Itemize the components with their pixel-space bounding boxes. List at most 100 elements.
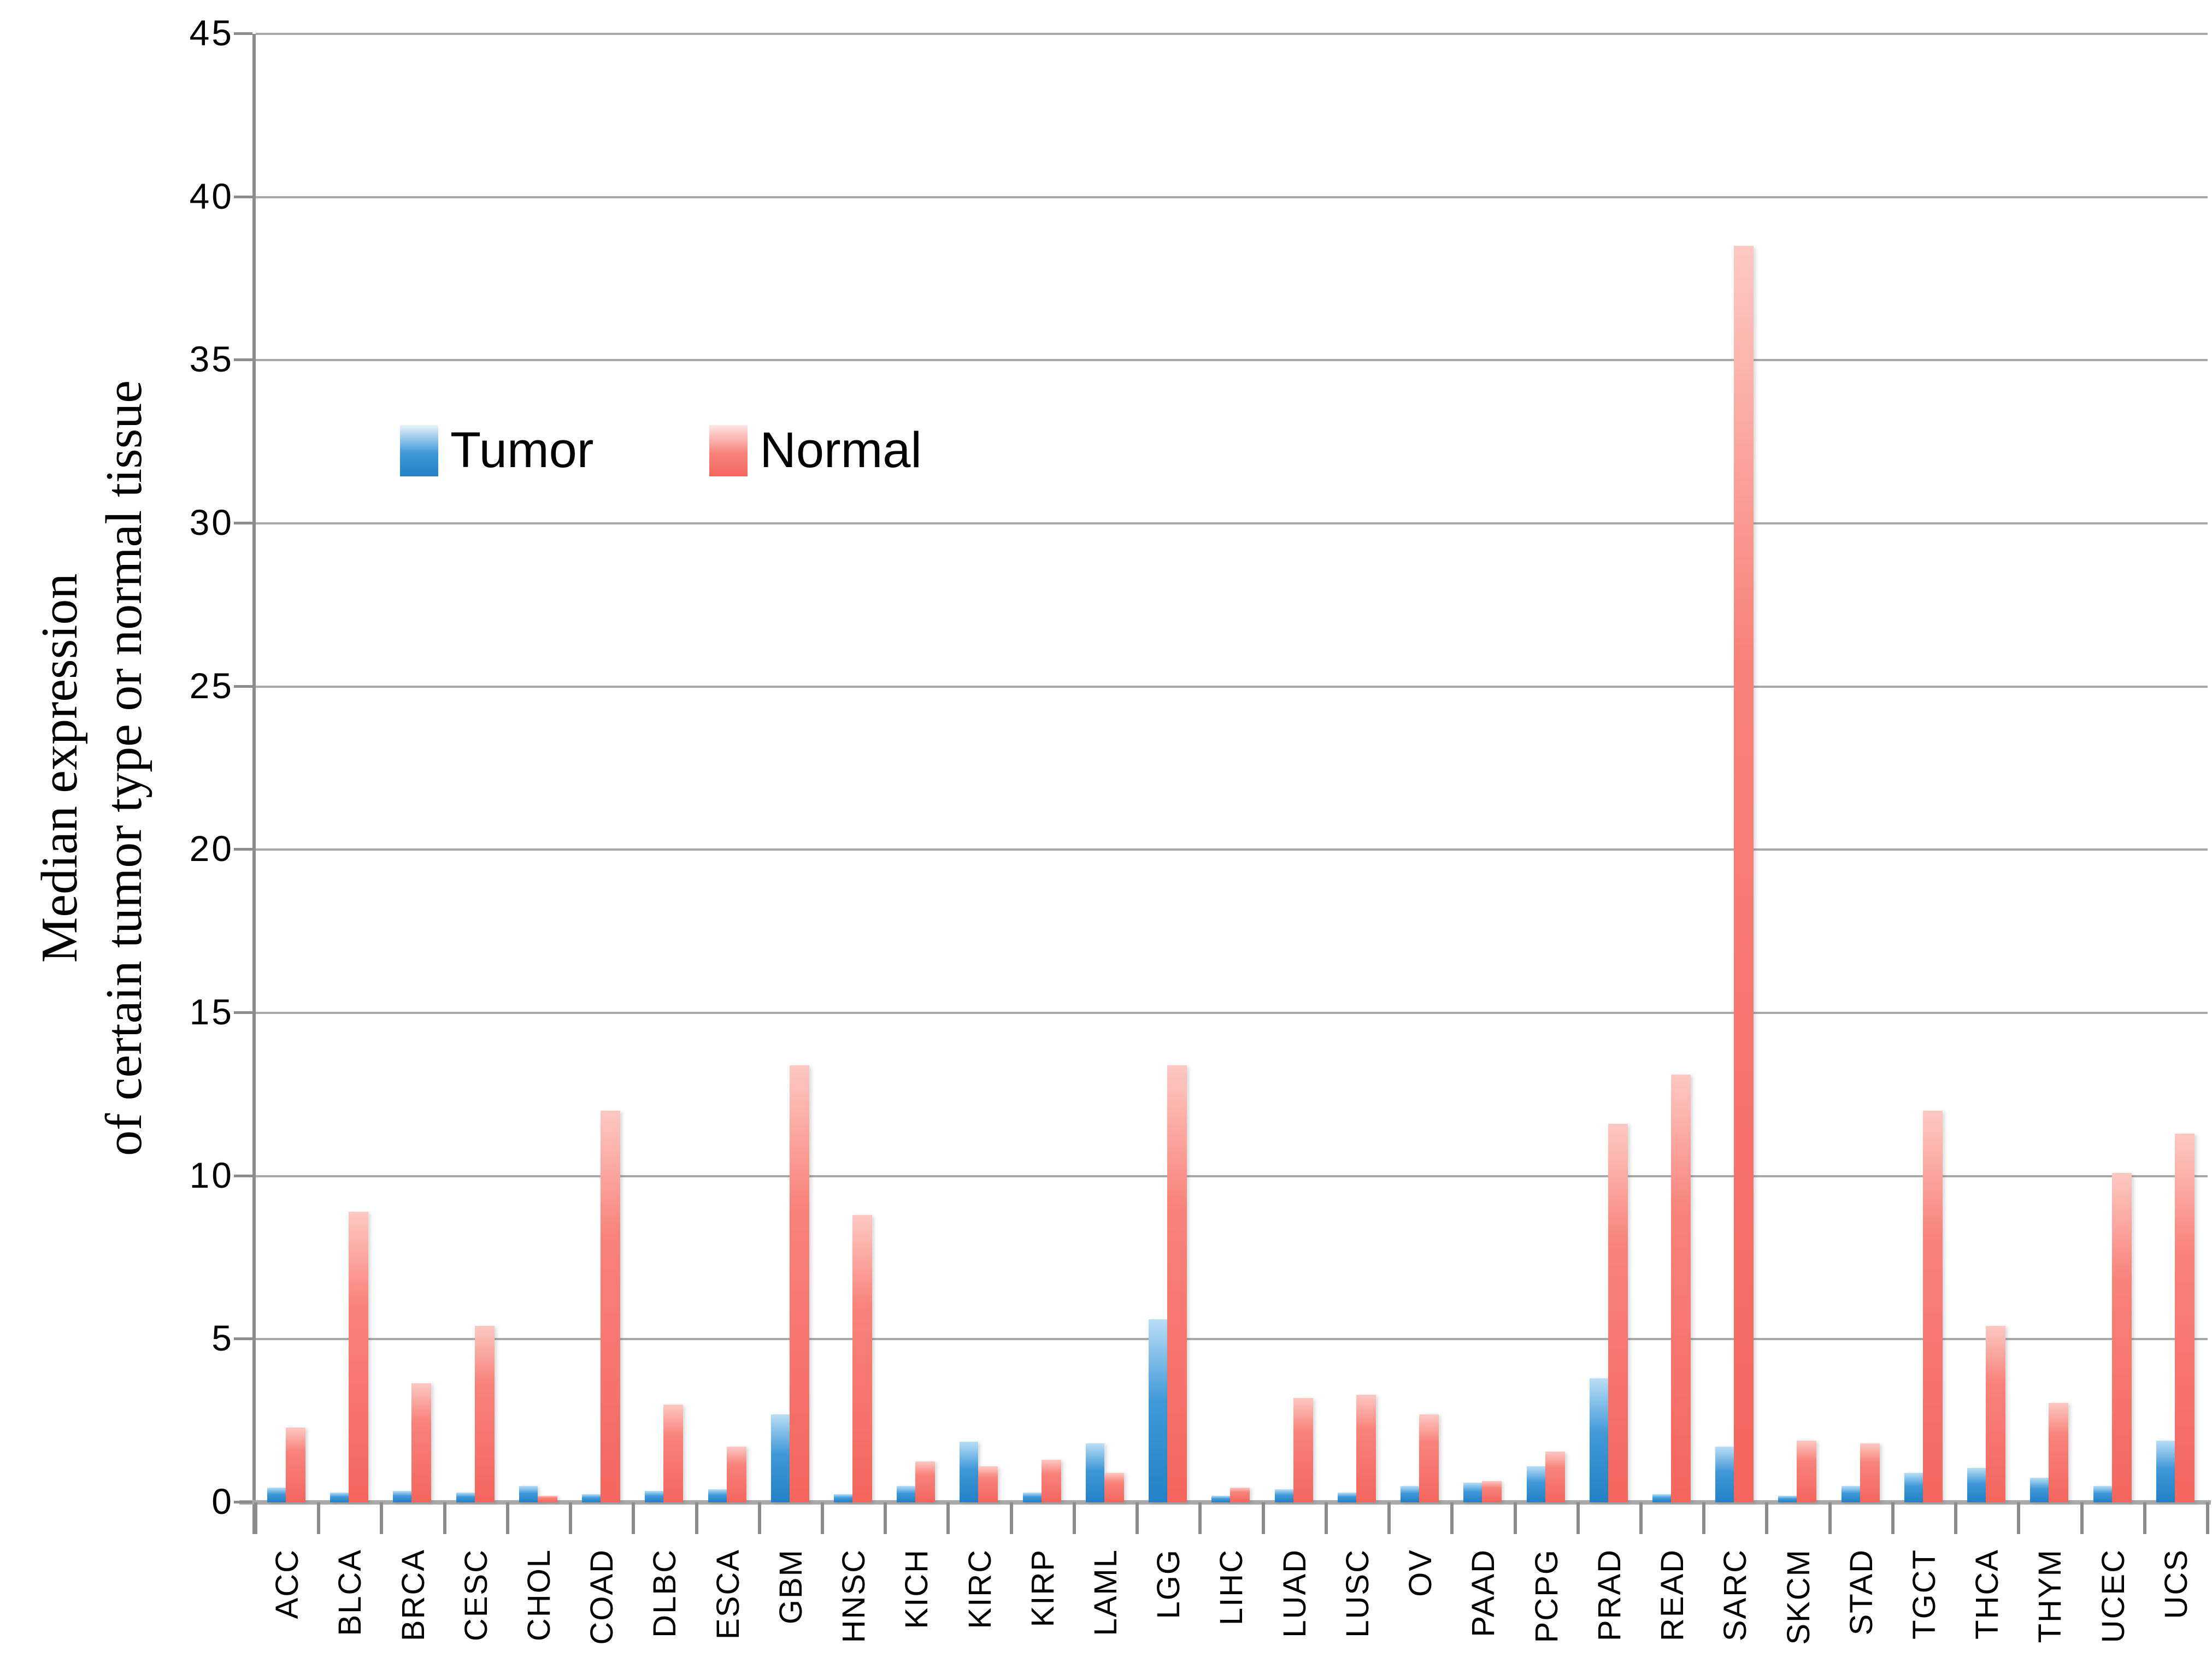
bar-tumor-LUAD: [1274, 1489, 1293, 1502]
y-tick-label-30: 30: [189, 502, 234, 542]
bar-normal-PCPG: [1545, 1452, 1565, 1502]
x-tick-mark: [946, 1502, 950, 1534]
x-axis-label-LGG: LGG: [1137, 1549, 1200, 1663]
x-axis-label-STAD: STAD: [1830, 1549, 1893, 1663]
gridline-y-10: [256, 1175, 2208, 1177]
bar-tumor-CESC: [456, 1493, 475, 1502]
x-axis-line: [239, 1500, 2211, 1505]
y-tick-label-0: 0: [211, 1481, 234, 1522]
bar-group-OV: [1389, 34, 1452, 1502]
x-tick-mark: [1891, 1502, 1895, 1534]
x-axis-label-UCS: UCS: [2145, 1549, 2208, 1663]
x-axis-label-DLBC: DLBC: [633, 1549, 696, 1663]
bar-group-KIRP: [1011, 34, 1074, 1502]
y-tick-mark-25: [234, 685, 252, 688]
x-tick-mark: [1576, 1502, 1580, 1534]
bar-group-UCS: [2145, 34, 2208, 1502]
bar-normal-THCA: [1986, 1326, 2006, 1502]
x-axis-label-PAAD: PAAD: [1452, 1549, 1515, 1663]
bar-tumor-GBM: [770, 1414, 790, 1502]
bar-group-THYM: [2019, 34, 2081, 1502]
x-axis-label-text: BLCA: [332, 1549, 368, 1636]
bar-normal-KIRC: [978, 1466, 998, 1502]
legend: Tumor Normal: [400, 422, 922, 479]
x-axis-label-THCA: THCA: [1956, 1549, 2019, 1663]
x-axis-label-SARC: SARC: [1704, 1549, 1767, 1663]
bar-normal-LGG: [1167, 1065, 1187, 1502]
x-tick-mark: [821, 1502, 825, 1534]
x-axis-label-text: LUSC: [1339, 1549, 1375, 1638]
bar-normal-SARC: [1734, 246, 1754, 1502]
y-axis-title: Median expression of certain tumor type …: [27, 58, 156, 1478]
y-tick-label-20: 20: [189, 828, 234, 869]
bar-tumor-THYM: [2030, 1478, 2049, 1502]
bar-normal-BRCA: [411, 1383, 432, 1502]
y-tick-label-25: 25: [189, 665, 234, 706]
gridline-y-20: [256, 848, 2208, 851]
legend-swatch-tumor: [400, 424, 438, 476]
bar-group-CHOL: [508, 34, 570, 1502]
bar-tumor-BLCA: [330, 1493, 349, 1502]
bar-group-LUSC: [1326, 34, 1389, 1502]
legend-item-normal: Normal: [709, 422, 922, 479]
x-tick-mark: [632, 1502, 636, 1534]
x-axis-label-text: HNSC: [836, 1549, 872, 1643]
x-axis-label-text: THCA: [1969, 1549, 2005, 1640]
bar-normal-ESCA: [726, 1447, 746, 1502]
x-axis-label-text: DLBC: [647, 1549, 683, 1638]
y-tick-mark-40: [234, 195, 252, 198]
x-tick-mark: [1136, 1502, 1139, 1534]
x-tick-mark: [1009, 1502, 1013, 1534]
x-axis-label-PRAD: PRAD: [1578, 1549, 1641, 1663]
y-tick-label-10: 10: [189, 1154, 234, 1195]
x-axis-label-LIHC: LIHC: [1200, 1549, 1263, 1663]
x-axis-label-text: ACC: [269, 1549, 305, 1619]
y-tick-mark-15: [234, 1011, 252, 1014]
x-axis-label-HNSC: HNSC: [822, 1549, 885, 1663]
bar-group-CESC: [445, 34, 508, 1502]
x-tick-mark: [1828, 1502, 1832, 1534]
y-tick-label-35: 35: [189, 339, 234, 380]
gridline-y-5: [256, 1338, 2208, 1341]
bar-tumor-PCPG: [1526, 1466, 1545, 1502]
bar-normal-LUSC: [1356, 1395, 1376, 1502]
bar-tumor-TGCT: [1904, 1473, 1923, 1502]
bar-tumor-BRCA: [393, 1491, 412, 1502]
bar-normal-OV: [1419, 1414, 1439, 1502]
bar-normal-CHOL: [537, 1496, 557, 1502]
bar-normal-GBM: [789, 1065, 809, 1502]
bar-tumor-UCS: [2156, 1441, 2175, 1502]
bar-tumor-KIRC: [960, 1442, 979, 1502]
bar-group-PCPG: [1515, 34, 1578, 1502]
x-axis-label-LUSC: LUSC: [1326, 1549, 1389, 1663]
gridline-y-30: [256, 522, 2208, 524]
bar-tumor-LIHC: [1211, 1496, 1231, 1502]
x-axis-label-OV: OV: [1389, 1549, 1452, 1663]
y-axis-line: [252, 34, 256, 1534]
bar-group-TGCT: [1893, 34, 1956, 1502]
x-axis-label-CHOL: CHOL: [508, 1549, 570, 1663]
bar-tumor-KIRP: [1022, 1493, 1042, 1502]
x-tick-mark: [1513, 1502, 1517, 1534]
bar-tumor-SKCM: [1778, 1496, 1797, 1502]
bar-normal-DLBC: [663, 1405, 684, 1502]
x-axis-label-text: LUAD: [1276, 1549, 1313, 1638]
x-tick-mark: [569, 1502, 573, 1534]
bar-normal-COAD: [601, 1111, 621, 1502]
x-tick-mark: [1702, 1502, 1706, 1534]
x-axis-label-KIRP: KIRP: [1011, 1549, 1074, 1663]
x-tick-mark: [1387, 1502, 1391, 1534]
bar-group-LIHC: [1200, 34, 1263, 1502]
x-axis-label-text: READ: [1655, 1549, 1691, 1642]
x-tick-mark: [1450, 1502, 1454, 1534]
x-tick-mark: [505, 1502, 509, 1534]
bar-tumor-ACC: [267, 1488, 286, 1502]
bar-normal-PRAD: [1608, 1124, 1628, 1502]
x-axis-label-text: SARC: [1717, 1549, 1754, 1642]
bar-normal-UCEC: [2111, 1173, 2132, 1502]
x-tick-mark: [2206, 1502, 2209, 1534]
bar-group-COAD: [570, 34, 633, 1502]
x-axis-label-TGCT: TGCT: [1893, 1549, 1956, 1663]
bar-normal-PAAD: [1482, 1481, 1502, 1502]
x-axis-label-text: GBM: [773, 1549, 809, 1625]
